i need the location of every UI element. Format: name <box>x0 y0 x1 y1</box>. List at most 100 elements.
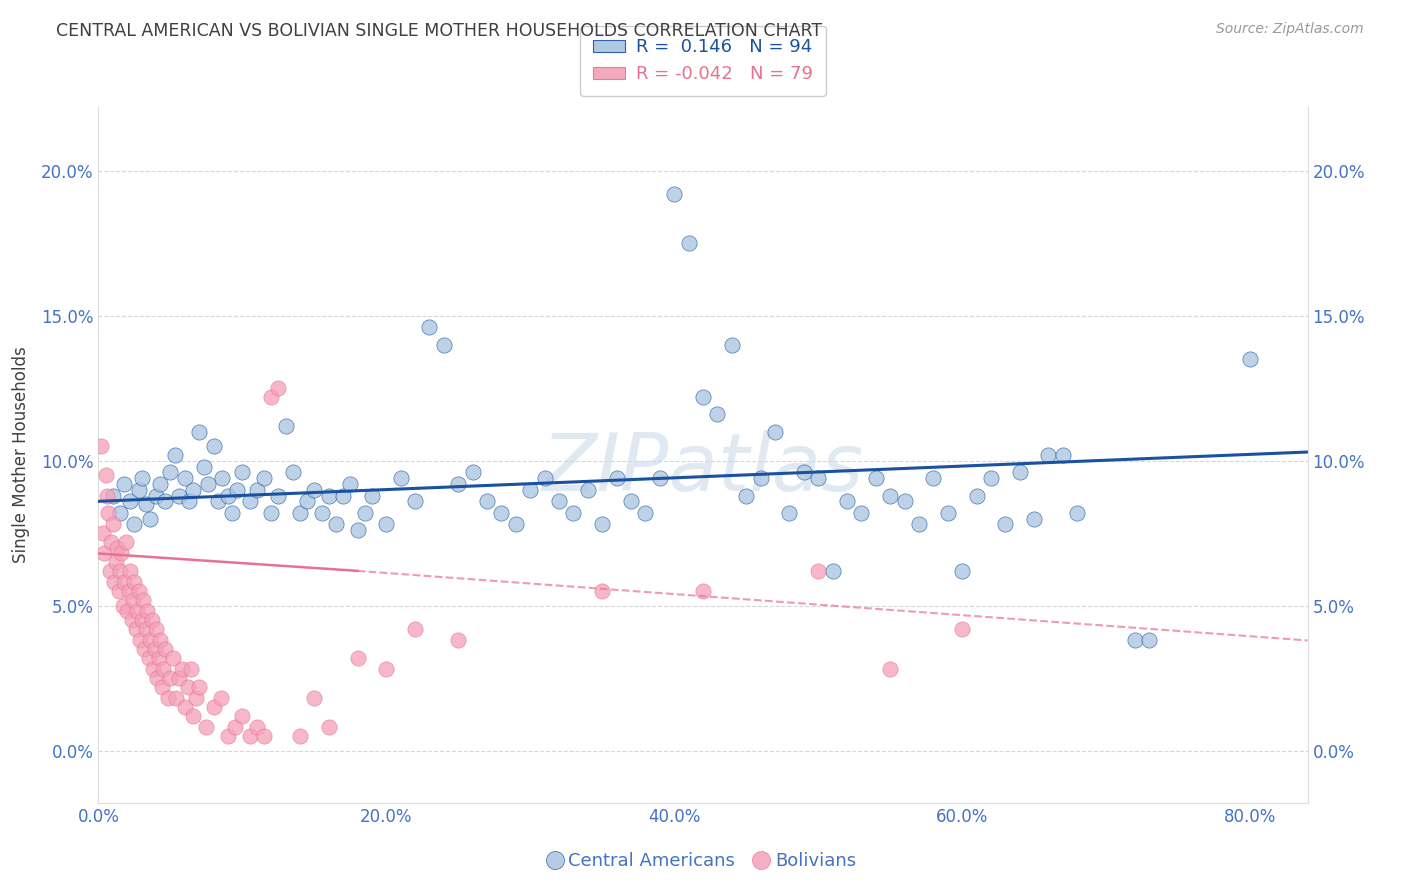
Central Americans <box>591 517 613 532</box>
Central Americans <box>749 471 772 485</box>
Central Americans <box>274 418 297 433</box>
Central Americans <box>720 337 742 351</box>
Bolivians <box>304 691 326 706</box>
Bolivians <box>152 662 174 677</box>
Central Americans <box>692 390 714 404</box>
Central Americans <box>1022 511 1045 525</box>
Bolivians <box>231 708 253 723</box>
Bolivians <box>105 541 128 555</box>
Central Americans <box>447 476 470 491</box>
Bolivians <box>100 534 122 549</box>
Central Americans <box>246 483 269 497</box>
Central Americans <box>922 471 945 485</box>
Central Americans <box>648 471 671 485</box>
Bolivians <box>145 622 167 636</box>
Central Americans <box>835 494 858 508</box>
Bolivians <box>162 651 184 665</box>
Central Americans <box>620 494 643 508</box>
Bolivians <box>148 651 170 665</box>
Bolivians <box>136 605 159 619</box>
Bolivians <box>165 691 187 706</box>
Central Americans <box>908 517 931 532</box>
Bolivians <box>447 633 470 648</box>
Central Americans <box>1008 466 1031 480</box>
Bolivians <box>170 662 193 677</box>
Central Americans <box>1239 352 1261 367</box>
Bolivians <box>118 584 141 599</box>
Central Americans <box>807 471 830 485</box>
Bolivians <box>91 526 114 541</box>
Bolivians <box>404 622 426 636</box>
Bolivians <box>108 564 131 578</box>
Central Americans <box>346 523 368 537</box>
Central Americans <box>678 236 700 251</box>
Central Americans <box>706 407 728 421</box>
Legend: Central Americans, Bolivians: Central Americans, Bolivians <box>543 845 863 877</box>
Bolivians <box>253 729 276 743</box>
Bolivians <box>176 680 198 694</box>
Bolivians <box>807 564 830 578</box>
Central Americans <box>404 494 426 508</box>
Central Americans <box>1066 506 1088 520</box>
Central Americans <box>173 471 195 485</box>
Central Americans <box>239 494 262 508</box>
Central Americans <box>159 466 181 480</box>
Central Americans <box>778 506 800 520</box>
Central Americans <box>966 489 988 503</box>
Bolivians <box>107 584 129 599</box>
Central Americans <box>353 506 375 520</box>
Central Americans <box>221 506 243 520</box>
Central Americans <box>149 476 172 491</box>
Bolivians <box>146 671 169 685</box>
Central Americans <box>664 187 686 202</box>
Central Americans <box>994 517 1017 532</box>
Central Americans <box>145 489 167 503</box>
Central Americans <box>634 506 657 520</box>
Bolivians <box>188 680 211 694</box>
Central Americans <box>893 494 915 508</box>
Central Americans <box>576 483 599 497</box>
Central Americans <box>1123 633 1146 648</box>
Bolivians <box>239 729 262 743</box>
Central Americans <box>519 483 541 497</box>
Central Americans <box>461 466 484 480</box>
Bolivians <box>129 633 152 648</box>
Bolivians <box>318 721 340 735</box>
Bolivians <box>111 599 134 613</box>
Bolivians <box>96 489 118 503</box>
Bolivians <box>346 651 368 665</box>
Text: CENTRAL AMERICAN VS BOLIVIAN SINGLE MOTHER HOUSEHOLDS CORRELATION CHART: CENTRAL AMERICAN VS BOLIVIAN SINGLE MOTH… <box>56 22 823 40</box>
Bolivians <box>156 691 179 706</box>
Central Americans <box>112 476 135 491</box>
Central Americans <box>167 489 190 503</box>
Central Americans <box>135 497 157 511</box>
Central Americans <box>375 517 398 532</box>
Central Americans <box>311 506 333 520</box>
Y-axis label: Single Mother Households: Single Mother Households <box>11 347 30 563</box>
Bolivians <box>183 708 205 723</box>
Central Americans <box>304 483 326 497</box>
Central Americans <box>936 506 959 520</box>
Central Americans <box>288 506 311 520</box>
Bolivians <box>125 622 148 636</box>
Bolivians <box>121 613 143 627</box>
Central Americans <box>183 483 205 497</box>
Central Americans <box>193 459 215 474</box>
Bolivians <box>150 680 173 694</box>
Central Americans <box>879 489 901 503</box>
Bolivians <box>288 729 311 743</box>
Central Americans <box>225 483 247 497</box>
Central Americans <box>389 471 412 485</box>
Central Americans <box>197 476 219 491</box>
Central Americans <box>418 320 440 334</box>
Central Americans <box>139 511 162 525</box>
Bolivians <box>122 592 145 607</box>
Central Americans <box>153 494 176 508</box>
Bolivians <box>128 584 150 599</box>
Bolivians <box>103 575 125 590</box>
Bolivians <box>186 691 208 706</box>
Central Americans <box>865 471 887 485</box>
Bolivians <box>246 721 269 735</box>
Central Americans <box>1038 448 1060 462</box>
Bolivians <box>97 506 120 520</box>
